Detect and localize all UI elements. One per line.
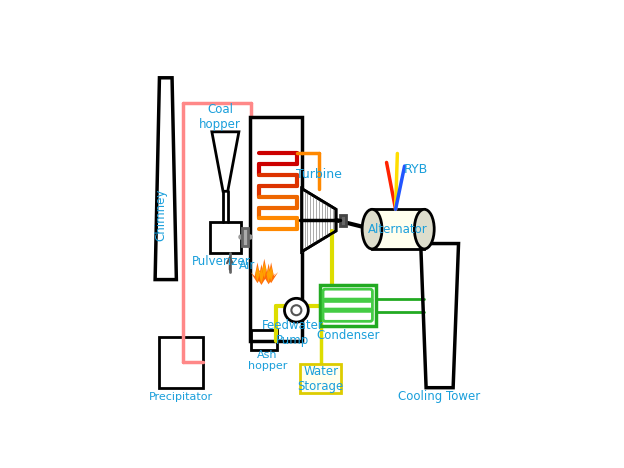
- Bar: [251, 330, 276, 350]
- Polygon shape: [250, 263, 265, 283]
- Text: RYB: RYB: [403, 163, 427, 176]
- Text: Pulverizer: Pulverizer: [192, 255, 251, 268]
- Text: Ash
hopper: Ash hopper: [248, 350, 287, 372]
- Polygon shape: [255, 267, 260, 282]
- Text: Feedwater
Pump: Feedwater Pump: [262, 319, 324, 347]
- Polygon shape: [260, 268, 263, 284]
- Bar: [242, 228, 248, 246]
- Ellipse shape: [362, 209, 382, 249]
- Bar: [210, 222, 240, 253]
- Text: Condenser: Condenser: [316, 329, 379, 342]
- Text: Air: Air: [239, 259, 255, 271]
- Text: Cooling Tower: Cooling Tower: [399, 390, 480, 403]
- Polygon shape: [302, 189, 336, 252]
- Polygon shape: [261, 263, 276, 284]
- Bar: [250, 117, 302, 341]
- Text: Coal
hopper: Coal hopper: [199, 103, 241, 132]
- Circle shape: [285, 298, 308, 322]
- Polygon shape: [255, 264, 268, 285]
- Polygon shape: [257, 259, 271, 279]
- Bar: [300, 364, 341, 393]
- Ellipse shape: [414, 209, 434, 249]
- Text: Alternator: Alternator: [368, 223, 428, 235]
- Text: Chimney: Chimney: [154, 189, 167, 241]
- Polygon shape: [262, 263, 266, 278]
- Polygon shape: [269, 267, 273, 282]
- Bar: [372, 209, 424, 249]
- Polygon shape: [266, 268, 271, 283]
- Text: Turbine: Turbine: [296, 168, 342, 181]
- Text: Water
Storage: Water Storage: [298, 365, 344, 393]
- Bar: [319, 285, 376, 327]
- Text: Precipitator: Precipitator: [149, 392, 213, 402]
- Bar: [339, 215, 346, 226]
- Bar: [160, 337, 203, 388]
- Polygon shape: [264, 263, 278, 283]
